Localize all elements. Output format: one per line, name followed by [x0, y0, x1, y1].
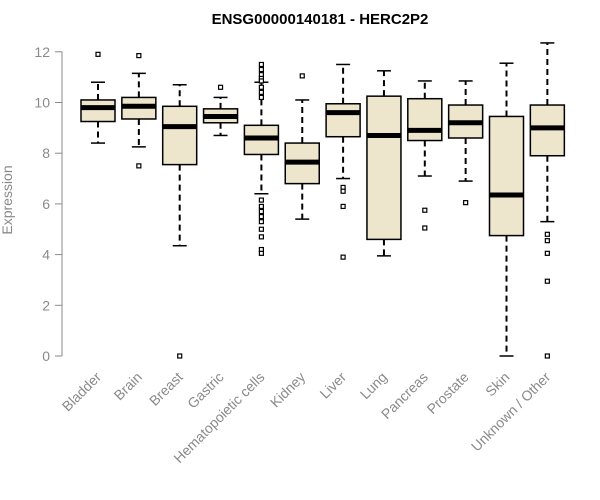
x-tick-label: Lung — [357, 369, 390, 402]
y-axis: 0 2 4 6 8 10 12 — [34, 44, 63, 364]
outlier-point — [258, 203, 264, 210]
boxes — [80, 42, 566, 359]
outlier-point — [136, 163, 142, 169]
outlier-point — [544, 353, 550, 359]
x-tick-label: Kidney — [267, 369, 309, 411]
box-liver — [325, 63, 361, 260]
box-skin — [488, 62, 525, 357]
y-axis-label: Expression — [0, 165, 15, 234]
outlier-point — [340, 188, 346, 194]
outlier-point — [422, 225, 428, 231]
x-tick-label: Prostate — [424, 369, 472, 417]
iqr-box — [161, 105, 198, 166]
outlier-point — [177, 353, 183, 359]
outlier-point — [258, 208, 264, 215]
outlier-point — [258, 219, 264, 225]
y-tick-label: 12 — [34, 44, 50, 60]
outlier-point — [95, 51, 101, 57]
box-kidney — [284, 73, 320, 220]
y-tick-label: 0 — [42, 348, 50, 364]
iqr-box — [366, 95, 402, 241]
outlier-point — [258, 78, 264, 84]
outlier-point — [544, 278, 550, 284]
box-pancreas — [407, 80, 443, 231]
x-tick-label: Liver — [316, 369, 349, 402]
outlier-point — [340, 203, 346, 210]
y-tick-label: 2 — [42, 297, 50, 313]
outlier-point — [136, 53, 142, 59]
x-tick-label: Bladder — [59, 369, 105, 415]
y-tick-label: 10 — [34, 95, 50, 111]
outlier-point — [258, 250, 264, 256]
box-breast — [161, 84, 198, 359]
x-tick-label: Skin — [482, 369, 513, 400]
outlier-point — [258, 197, 264, 203]
outlier-point — [544, 238, 550, 244]
box-unknown-other — [529, 42, 566, 359]
box-hematopoietic-cells — [243, 61, 280, 256]
outlier-point — [422, 207, 428, 213]
chart-title: ENSG00000140181 - HERC2P2 — [212, 11, 429, 28]
y-tick-label: 6 — [42, 196, 50, 212]
outlier-point — [340, 254, 346, 260]
outlier-point — [258, 213, 264, 220]
outlier-point — [258, 226, 264, 232]
outlier-point — [258, 66, 264, 73]
outlier-point — [217, 84, 224, 90]
iqr-box — [325, 103, 361, 138]
outlier-point — [544, 250, 550, 256]
iqr-box — [488, 115, 525, 237]
outlier-point — [258, 89, 264, 95]
outlier-point — [299, 73, 305, 79]
iqr-box — [80, 99, 116, 123]
x-tick-label: Breast — [146, 369, 186, 409]
outlier-point — [258, 94, 264, 101]
outlier-point — [258, 61, 264, 68]
box-gastric — [202, 84, 239, 137]
box-prostate — [447, 80, 484, 206]
x-tick-label: Brain — [111, 369, 145, 403]
box-lung — [366, 70, 402, 257]
outlier-point — [258, 84, 264, 90]
box-brain — [121, 53, 157, 169]
outlier-point — [544, 231, 550, 237]
iqr-box — [529, 104, 566, 157]
y-tick-label: 8 — [42, 145, 50, 161]
y-tick-label: 4 — [42, 247, 50, 263]
outlier-point — [258, 234, 264, 240]
box-bladder — [80, 51, 116, 144]
iqr-box — [407, 97, 443, 142]
outlier-point — [463, 200, 469, 206]
